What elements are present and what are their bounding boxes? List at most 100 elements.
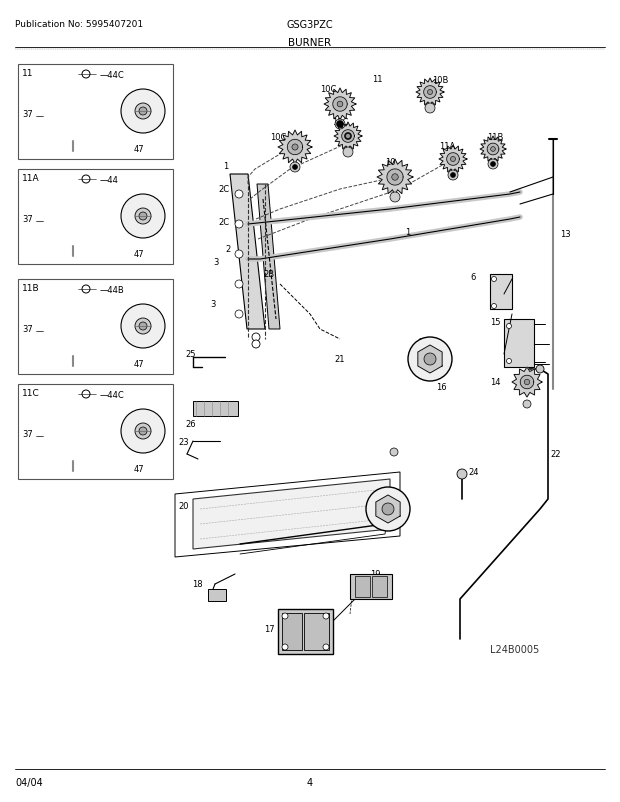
Bar: [355, 577, 370, 597]
Circle shape: [121, 90, 165, 134]
Text: 2: 2: [225, 245, 230, 253]
Text: 2C: 2C: [218, 184, 229, 194]
Bar: [304, 614, 329, 650]
Text: 11A: 11A: [22, 174, 40, 183]
Circle shape: [252, 341, 260, 349]
Circle shape: [121, 305, 165, 349]
Ellipse shape: [62, 321, 84, 326]
Text: 37: 37: [22, 325, 33, 334]
Circle shape: [337, 123, 342, 128]
Ellipse shape: [56, 431, 91, 439]
Polygon shape: [520, 376, 534, 389]
Text: 10B: 10B: [432, 76, 448, 85]
Text: 47: 47: [134, 359, 144, 369]
Ellipse shape: [62, 426, 84, 431]
Circle shape: [525, 380, 529, 385]
Text: 1: 1: [405, 228, 410, 237]
Bar: [490, 274, 512, 310]
Polygon shape: [278, 131, 312, 164]
Bar: [18, 280, 173, 375]
Circle shape: [343, 148, 353, 158]
Polygon shape: [193, 480, 390, 549]
Text: 04/04: 04/04: [15, 777, 43, 787]
Polygon shape: [512, 367, 542, 398]
Text: 11C: 11C: [22, 388, 40, 398]
Circle shape: [427, 91, 433, 95]
Circle shape: [337, 121, 343, 128]
Bar: [372, 577, 387, 597]
Bar: [193, 402, 238, 416]
Bar: [208, 589, 226, 602]
Text: 15: 15: [490, 318, 500, 326]
Ellipse shape: [38, 342, 108, 357]
Circle shape: [135, 104, 151, 119]
Circle shape: [139, 427, 147, 435]
Circle shape: [135, 423, 151, 439]
Text: 37: 37: [22, 429, 33, 439]
Circle shape: [345, 134, 350, 140]
Circle shape: [425, 104, 435, 114]
Circle shape: [507, 324, 511, 329]
Text: 2B: 2B: [263, 269, 274, 278]
Text: 10C: 10C: [270, 133, 286, 142]
Ellipse shape: [38, 128, 108, 142]
Circle shape: [292, 144, 298, 151]
Text: 37: 37: [22, 215, 33, 224]
Ellipse shape: [62, 211, 84, 217]
Circle shape: [235, 251, 243, 259]
Ellipse shape: [45, 439, 100, 449]
Text: 21: 21: [335, 354, 345, 363]
Circle shape: [392, 175, 398, 181]
Bar: [278, 610, 333, 654]
Circle shape: [293, 165, 298, 170]
Circle shape: [451, 173, 456, 178]
Bar: [18, 170, 173, 265]
Circle shape: [451, 157, 456, 162]
Ellipse shape: [45, 334, 100, 345]
Text: 10C: 10C: [320, 85, 336, 94]
Circle shape: [492, 304, 497, 309]
Circle shape: [335, 119, 345, 130]
Text: L24B0005: L24B0005: [490, 644, 539, 654]
Circle shape: [139, 213, 147, 221]
Bar: [18, 65, 173, 160]
Polygon shape: [376, 496, 400, 524]
Circle shape: [139, 322, 147, 330]
Text: BURNER: BURNER: [288, 38, 332, 48]
Circle shape: [492, 277, 497, 282]
Polygon shape: [333, 98, 347, 112]
Text: —44C: —44C: [100, 391, 125, 399]
Circle shape: [366, 488, 410, 532]
Polygon shape: [257, 184, 280, 330]
Bar: [504, 320, 534, 367]
Ellipse shape: [62, 107, 84, 111]
Circle shape: [390, 448, 398, 456]
Circle shape: [457, 469, 467, 480]
Circle shape: [390, 192, 400, 203]
Circle shape: [235, 281, 243, 289]
Polygon shape: [334, 123, 362, 151]
Text: 18: 18: [192, 579, 203, 588]
Text: 3: 3: [210, 300, 215, 309]
Polygon shape: [342, 131, 354, 143]
Polygon shape: [230, 175, 265, 330]
Ellipse shape: [38, 448, 108, 461]
Circle shape: [135, 209, 151, 225]
Circle shape: [323, 644, 329, 650]
Text: 24: 24: [468, 468, 479, 476]
Ellipse shape: [56, 216, 91, 224]
Text: 47: 47: [134, 249, 144, 259]
Polygon shape: [324, 89, 356, 121]
Polygon shape: [418, 346, 442, 374]
Circle shape: [235, 310, 243, 318]
Text: 4: 4: [307, 777, 313, 787]
Text: GSG3PZC: GSG3PZC: [286, 20, 334, 30]
Circle shape: [382, 504, 394, 516]
Text: 22: 22: [550, 449, 560, 459]
Text: Publication No: 5995407201: Publication No: 5995407201: [15, 20, 143, 29]
Circle shape: [337, 102, 343, 107]
Ellipse shape: [56, 326, 91, 334]
Text: 21: 21: [418, 338, 428, 346]
Circle shape: [490, 162, 495, 168]
Circle shape: [282, 614, 288, 619]
